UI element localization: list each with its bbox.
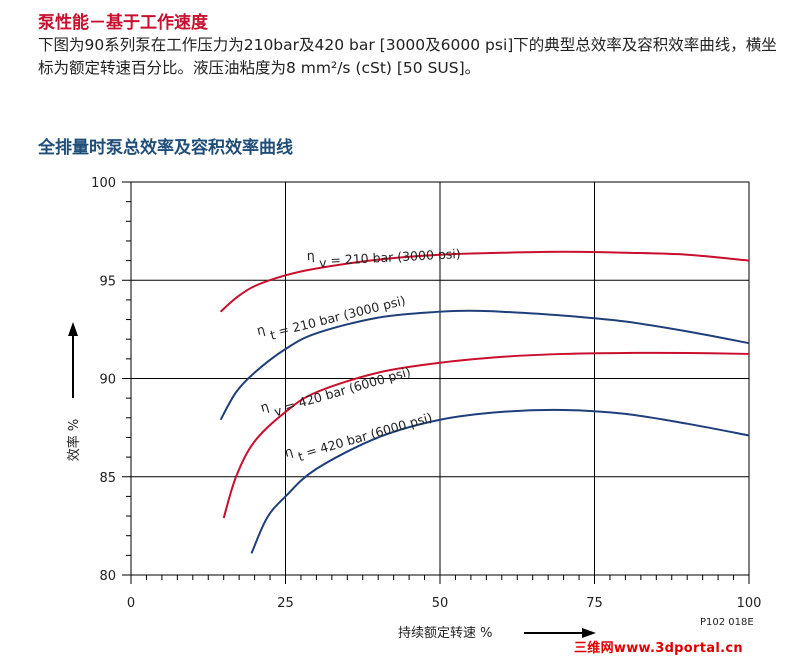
y-axis-arrow-head — [68, 322, 78, 336]
x-tick-label: 25 — [277, 596, 294, 611]
x-tick-label: 0 — [127, 596, 135, 611]
section-title: 泵性能－基于工作速度 — [38, 13, 208, 33]
y-tick-label: 100 — [91, 176, 116, 191]
figure-code: P102 018E — [700, 617, 754, 628]
series-line-2 — [219, 309, 750, 421]
y-tick-label: 80 — [99, 569, 116, 584]
chart-title: 全排量时泵总效率及容积效率曲线 — [38, 138, 293, 158]
series-line-1 — [219, 250, 750, 313]
watermark: 三维网www.3dportal.cn — [574, 641, 743, 656]
x-axis-arrow-head — [582, 628, 596, 638]
series-line-4 — [250, 408, 750, 554]
series-line-3 — [222, 351, 750, 519]
y-tick-label: 90 — [99, 373, 116, 388]
y-tick-label: 85 — [99, 471, 116, 486]
y-tick-label: 95 — [99, 274, 116, 289]
x-tick-label: 100 — [737, 596, 762, 611]
x-tick-label: 75 — [586, 596, 603, 611]
x-tick-label: 50 — [432, 596, 449, 611]
x-axis-label: 持续额定转速 % — [398, 626, 493, 641]
chart-description: 下图为90系列泵在工作压力为210bar及420 bar [3000及6000 … — [38, 36, 777, 77]
y-axis-label: 效率 % — [66, 419, 82, 462]
